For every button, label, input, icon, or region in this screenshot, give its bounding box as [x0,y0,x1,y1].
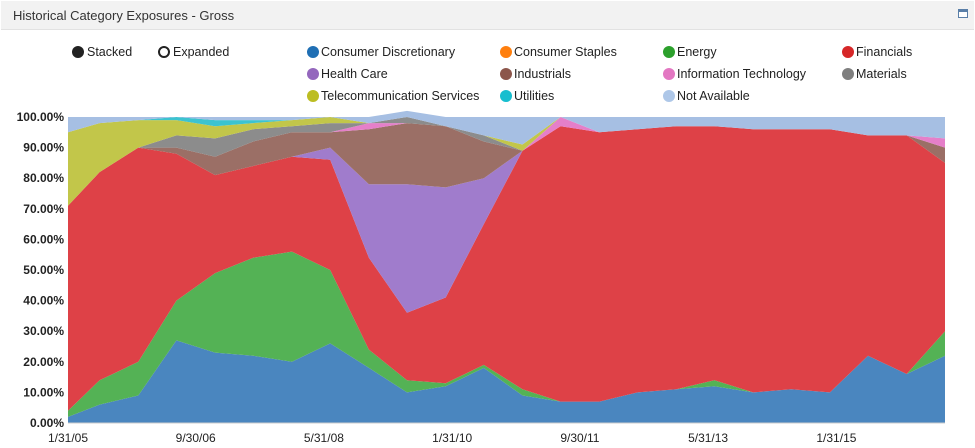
area-series[interactable] [68,251,945,417]
y-tick-label: 10.00% [23,385,64,399]
legend-label: Not Available [677,89,750,103]
x-tick-label: 5/31/13 [688,431,728,445]
legend-color-dot-icon [307,68,319,80]
x-tick-label: 5/31/08 [304,431,344,445]
area-series[interactable] [68,110,945,145]
area-series[interactable] [68,126,945,411]
x-tick-label: 1/31/10 [432,431,472,445]
y-tick-label: 90.00% [23,141,64,155]
area-series[interactable] [68,340,945,423]
area-series[interactable] [68,117,945,145]
radio-selected-icon [72,46,84,58]
area-series[interactable] [68,123,945,206]
legend-color-dot-icon [500,46,512,58]
maximize-icon[interactable] [958,9,968,18]
y-tick-label: 80.00% [23,171,64,185]
y-tick-label: 30.00% [23,324,64,338]
y-tick-label: 20.00% [23,355,64,369]
y-tick-label: 50.00% [23,263,64,277]
legend-label: Materials [856,67,907,81]
legend-label: Utilities [514,89,555,103]
x-tick-label: 1/31/05 [48,431,88,445]
expanded-mode-label: Expanded [173,45,230,59]
legend-item[interactable]: Information Technology [663,66,806,82]
legend-color-dot-icon [842,68,854,80]
stacked-mode-option[interactable]: Stacked [72,44,132,60]
legend-item[interactable]: Utilities [500,88,554,104]
legend-item[interactable]: Consumer Staples [500,44,617,60]
legend-label: Consumer Staples [514,45,617,59]
legend-color-dot-icon [663,90,675,102]
stacked-mode-label: Stacked [87,45,133,59]
legend-label: Information Technology [677,67,807,81]
area-series[interactable] [68,117,945,206]
legend-color-dot-icon [307,90,319,102]
legend-item[interactable]: Consumer Discretionary [307,44,455,60]
panel-header: Historical Category Exposures - Gross [1,1,974,30]
legend-item[interactable]: Industrials [500,66,571,82]
y-tick-label: 40.00% [23,294,64,308]
legend-item[interactable]: Materials [842,66,907,82]
expanded-mode-option[interactable]: Expanded [158,44,229,60]
legend-color-dot-icon [307,46,319,58]
legend-color-dot-icon [500,90,512,102]
legend-item[interactable]: Telecommunication Services [307,88,479,104]
x-tick-label: 9/30/06 [176,431,216,445]
legend-label: Telecommunication Services [321,89,480,103]
legend-color-dot-icon [663,68,675,80]
y-tick-label: 100.00% [17,110,65,124]
legend-label: Energy [677,45,717,59]
legend-item[interactable]: Energy [663,44,717,60]
legend-label: Consumer Discretionary [321,45,456,59]
legend-label: Financials [856,45,913,59]
y-tick-label: 70.00% [23,202,64,216]
legend-color-dot-icon [500,68,512,80]
radio-unselected-icon [158,46,170,58]
x-tick-label: 1/31/15 [816,431,856,445]
legend-item[interactable]: Health Care [307,66,388,82]
legend-color-dot-icon [663,46,675,58]
y-tick-label: 60.00% [23,232,64,246]
x-tick-label: 9/30/11 [560,431,599,445]
legend-item[interactable]: Financials [842,44,912,60]
legend-label: Industrials [514,67,571,81]
y-tick-label: 0.00% [30,416,64,430]
area-series[interactable] [68,126,945,313]
panel-title: Historical Category Exposures - Gross [13,8,235,23]
legend-color-dot-icon [842,46,854,58]
legend-item[interactable]: Not Available [663,88,750,104]
legend-label: Health Care [321,67,388,81]
